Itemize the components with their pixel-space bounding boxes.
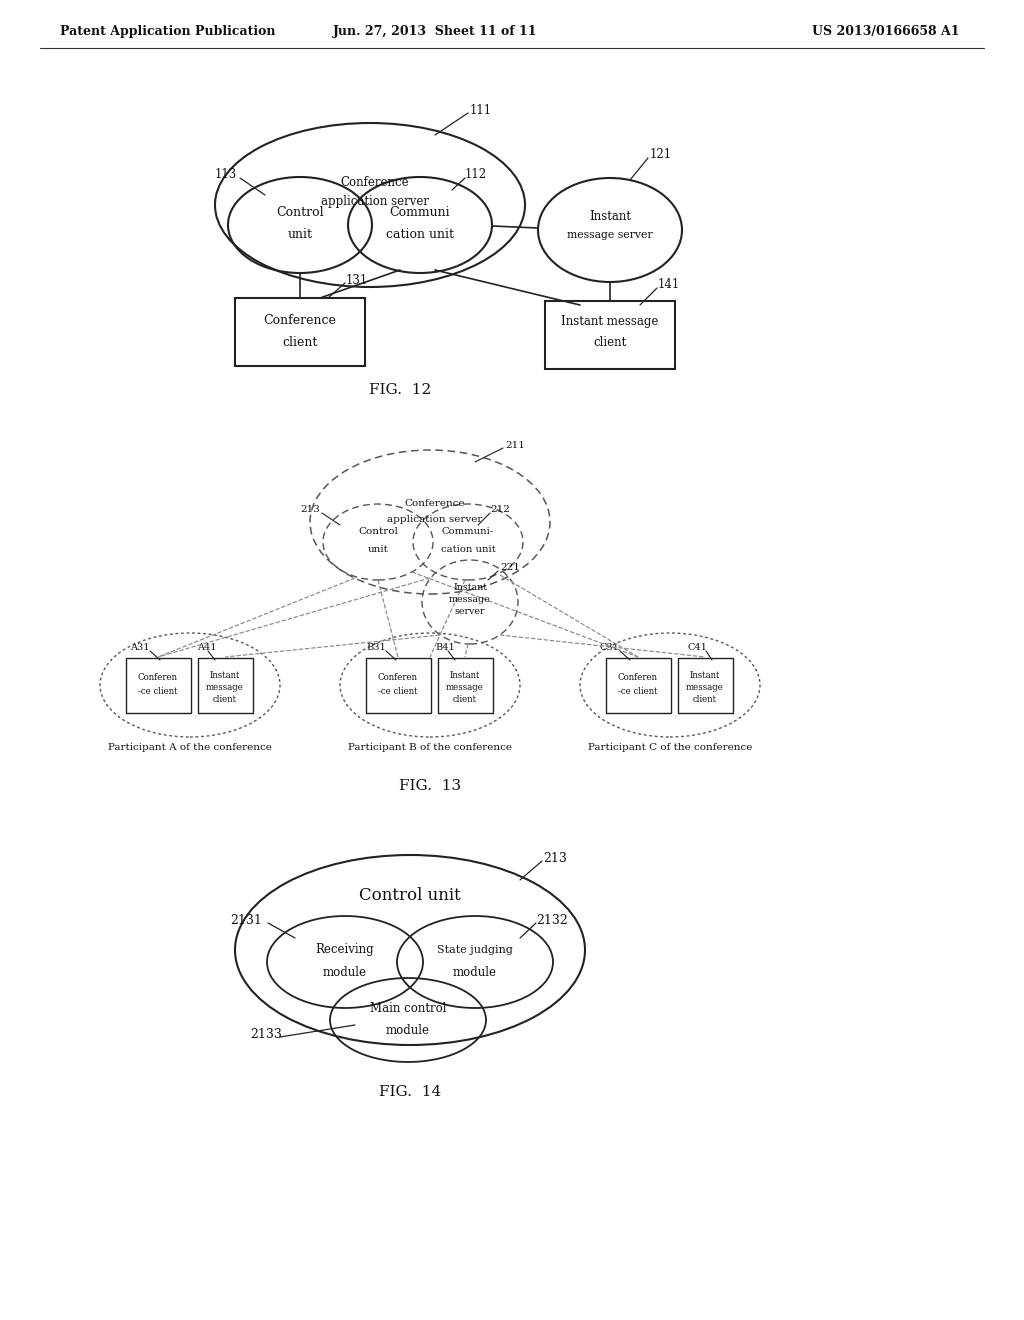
Text: Instant message: Instant message (561, 315, 658, 329)
Text: Participant A of the conference: Participant A of the conference (109, 742, 272, 751)
Text: 221: 221 (500, 564, 520, 573)
Text: Patent Application Publication: Patent Application Publication (60, 25, 275, 38)
Text: client: client (453, 694, 477, 704)
Text: cation unit: cation unit (440, 545, 496, 554)
Text: C31: C31 (600, 644, 620, 652)
Text: Jun. 27, 2013  Sheet 11 of 11: Jun. 27, 2013 Sheet 11 of 11 (333, 25, 538, 38)
Text: B31: B31 (366, 644, 386, 652)
Text: server: server (455, 607, 485, 616)
Text: State judging: State judging (437, 945, 513, 954)
Bar (126, 657, 190, 713)
Text: Instant: Instant (589, 210, 631, 223)
Text: FIG.  14: FIG. 14 (379, 1085, 441, 1100)
Text: application server: application server (387, 516, 482, 524)
Bar (234, 298, 365, 366)
Text: Conference: Conference (263, 314, 337, 326)
Text: cation unit: cation unit (386, 228, 454, 242)
Text: C41: C41 (688, 644, 708, 652)
Text: Main control: Main control (370, 1002, 446, 1015)
Text: module: module (386, 1023, 430, 1036)
Text: message: message (686, 682, 724, 692)
Text: 2133: 2133 (250, 1028, 282, 1041)
Text: 111: 111 (470, 103, 493, 116)
Text: client: client (283, 335, 317, 348)
Text: 141: 141 (658, 279, 680, 292)
Text: Control unit: Control unit (359, 887, 461, 903)
Text: 2132: 2132 (536, 913, 567, 927)
Text: A41: A41 (197, 644, 216, 652)
Text: FIG.  12: FIG. 12 (369, 383, 431, 397)
Text: Instant: Instant (690, 671, 720, 680)
Text: B41: B41 (435, 644, 455, 652)
Text: Conferen: Conferen (618, 672, 658, 681)
Text: 121: 121 (650, 149, 672, 161)
Bar (437, 657, 493, 713)
Bar (198, 657, 253, 713)
Text: 211: 211 (505, 441, 525, 450)
Text: 113: 113 (215, 169, 238, 181)
Text: module: module (323, 965, 367, 978)
Text: US 2013/0166658 A1: US 2013/0166658 A1 (812, 25, 961, 38)
Text: client: client (693, 694, 717, 704)
Text: 212: 212 (490, 506, 510, 515)
Text: message server: message server (567, 230, 653, 240)
Bar (366, 657, 430, 713)
Text: Communi: Communi (390, 206, 451, 219)
Text: Instant: Instant (210, 671, 241, 680)
Text: message: message (206, 682, 244, 692)
Text: 213: 213 (543, 851, 567, 865)
Text: message: message (450, 595, 490, 605)
Text: Instant: Instant (450, 671, 480, 680)
Text: 112: 112 (465, 169, 487, 181)
Bar (678, 657, 732, 713)
Bar (545, 301, 675, 370)
Text: Control: Control (358, 527, 398, 536)
Text: Participant C of the conference: Participant C of the conference (588, 742, 753, 751)
Text: application server: application server (321, 195, 429, 209)
Text: FIG.  13: FIG. 13 (399, 779, 461, 793)
Text: A31: A31 (130, 644, 150, 652)
Text: -ce client: -ce client (138, 688, 178, 697)
Text: Communi-: Communi- (442, 527, 495, 536)
Text: Participant B of the conference: Participant B of the conference (348, 742, 512, 751)
Text: -ce client: -ce client (618, 688, 657, 697)
Text: -ce client: -ce client (378, 688, 418, 697)
Text: message: message (446, 682, 484, 692)
Bar (605, 657, 671, 713)
Text: unit: unit (368, 545, 388, 554)
Text: unit: unit (288, 228, 312, 242)
Text: Conference: Conference (404, 499, 465, 508)
Text: 213: 213 (300, 506, 319, 515)
Text: client: client (213, 694, 237, 704)
Text: Conference: Conference (341, 177, 410, 190)
Text: Instant: Instant (453, 583, 487, 593)
Text: client: client (593, 337, 627, 350)
Text: Conferen: Conferen (138, 672, 178, 681)
Text: Receiving: Receiving (315, 944, 375, 957)
Text: 2131: 2131 (230, 913, 262, 927)
Text: module: module (453, 965, 497, 978)
Text: Control: Control (276, 206, 324, 219)
Text: Conferen: Conferen (378, 672, 418, 681)
Text: 131: 131 (346, 273, 369, 286)
